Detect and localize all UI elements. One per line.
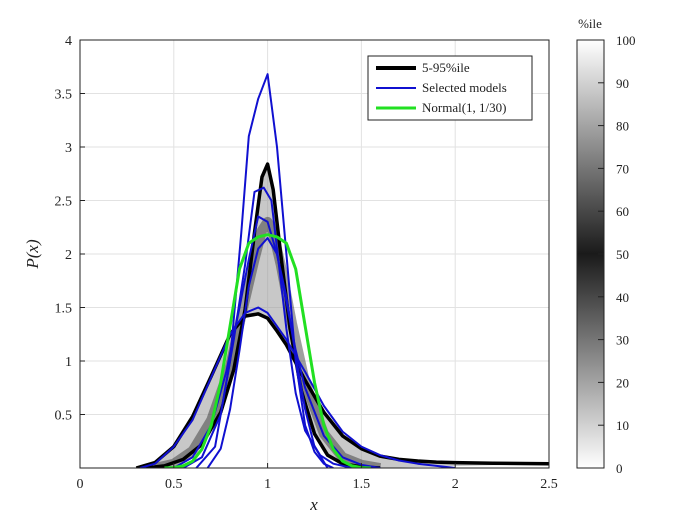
legend-label-percentile: 5-95%ile (422, 60, 470, 75)
colorbar-tick-label: 70 (616, 161, 629, 176)
percentile-95-line (145, 162, 381, 468)
x-tick-label: 0.5 (165, 477, 183, 492)
normal-curve-line (164, 233, 371, 468)
y-tick-label: 3 (65, 141, 72, 156)
colorbar-tick-label: 100 (616, 33, 636, 48)
legend-label-selected-models: Selected models (422, 80, 507, 95)
y-tick-label: 3.5 (55, 88, 73, 103)
x-tick-label: 1.5 (353, 477, 371, 492)
series-lines (135, 73, 549, 468)
x-tick-label: 0 (77, 477, 84, 492)
x-tick-label: 1 (264, 477, 271, 492)
y-tick-label: 4 (65, 34, 72, 49)
y-tick-label: 2 (65, 248, 72, 263)
y-tick-label: 2.5 (55, 195, 73, 210)
colorbar-tick-label: 60 (616, 204, 629, 219)
colorbar-tick-label: 80 (616, 119, 629, 134)
colorbar-tick-label: 0 (616, 461, 623, 476)
x-tick-label: 2.5 (540, 477, 558, 492)
colorbar: %ile 0 10 20 30 40 50 60 70 80 90 100 (576, 16, 636, 476)
y-axis: 0.5 1 1.5 2 2.5 3 3.5 4 (55, 34, 85, 424)
y-tick-label: 0.5 (55, 409, 73, 424)
selected-model-line-5 (206, 237, 329, 468)
colorbar-tick-label: 20 (616, 375, 629, 390)
y-axis-label: P(x) (23, 239, 42, 270)
colorbar-tick-label: 40 (616, 290, 629, 305)
legend-label-normal: Normal(1, 1/30) (422, 100, 506, 115)
legend: 5-95%ile Selected models Normal(1, 1/30) (367, 55, 533, 121)
selected-model-line-4 (139, 306, 456, 468)
x-axis-label: x (309, 495, 318, 514)
y-tick-label: 1.5 (55, 302, 73, 317)
colorbar-tick-label: 30 (616, 333, 629, 348)
x-axis: 0 0.5 1 1.5 2 2.5 (77, 463, 558, 492)
colorbar-tick-label: 10 (616, 418, 629, 433)
colorbar-tick-label: 90 (616, 76, 629, 91)
colorbar-ticks: 0 10 20 30 40 50 60 70 80 90 100 (598, 33, 636, 476)
y-tick-label: 1 (65, 355, 72, 370)
colorbar-tick-label: 50 (616, 247, 629, 262)
colorbar-title: %ile (578, 16, 602, 31)
x-tick-label: 2 (452, 477, 459, 492)
